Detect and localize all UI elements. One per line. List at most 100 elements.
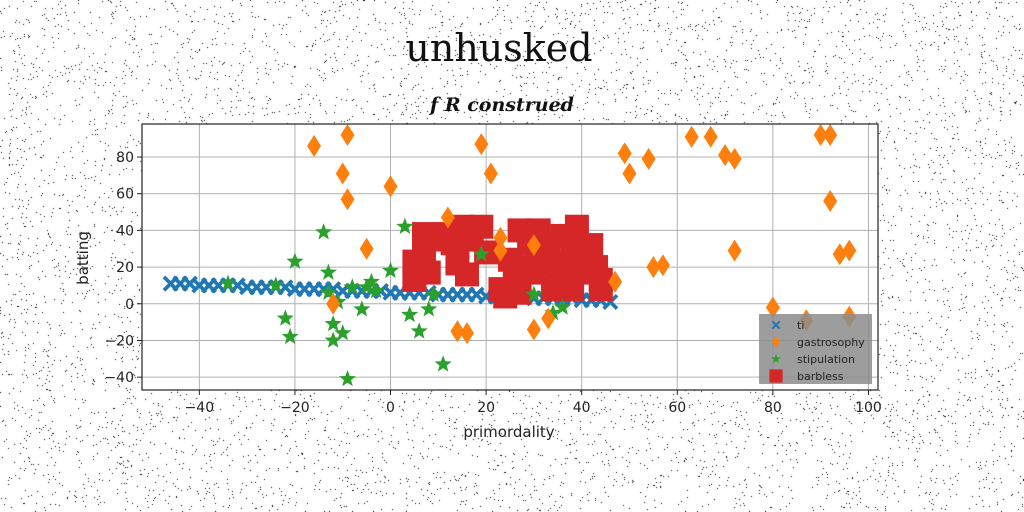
gastrosophy-point <box>340 124 355 147</box>
gastrosophy-point <box>383 175 398 198</box>
stipulation-point <box>544 303 562 321</box>
gastrosophy-point <box>646 256 661 279</box>
stipulation-point <box>554 298 572 315</box>
gastrosophy-point <box>813 124 828 147</box>
gastrosophy-point <box>526 234 541 257</box>
stipulation-point <box>324 314 342 332</box>
stipulation-point <box>358 278 376 295</box>
barbless-point <box>579 233 604 258</box>
x-tick-label: 20 <box>477 400 495 416</box>
gastrosophy-point <box>340 188 355 211</box>
gastrosophy-point <box>718 144 733 167</box>
barbless-point <box>416 260 441 285</box>
gastrosophy-point <box>727 147 742 170</box>
barbless-point <box>588 267 613 292</box>
gastrosophy-point <box>326 292 341 315</box>
x-tick-label: 80 <box>764 400 782 416</box>
gastrosophy-point <box>440 206 455 229</box>
gastrosophy-point <box>459 322 474 345</box>
gastrosophy-point <box>450 320 465 343</box>
gastrosophy-point <box>703 125 718 148</box>
gastrosophy-point <box>335 162 350 185</box>
y-axis-label: batting <box>74 231 92 285</box>
gastrosophy-point <box>823 190 838 213</box>
stipulation-point <box>353 300 371 317</box>
gastrosophy-point <box>684 125 699 148</box>
gastrosophy-point <box>307 135 322 158</box>
series-barbless <box>402 214 613 309</box>
gastrosophy-point <box>617 142 632 165</box>
series-stipulation <box>219 217 572 387</box>
gastrosophy-point <box>823 124 838 147</box>
stipulation-point <box>343 278 361 295</box>
gastrosophy-point <box>842 239 857 262</box>
chart-subtitle: f R construed <box>428 94 574 116</box>
x-tick-label: 40 <box>573 400 591 416</box>
x-tick-label: −20 <box>280 400 310 416</box>
stipulation-point <box>286 252 304 269</box>
gastrosophy-point <box>765 296 780 319</box>
x-tick-label: 60 <box>668 400 686 416</box>
y-tick-label: 80 <box>116 150 134 166</box>
stipulation-point <box>281 327 299 345</box>
gastrosophy-point <box>608 270 623 293</box>
legend-marker-gastrosophy <box>772 335 780 349</box>
plot-frame <box>141 123 879 391</box>
legend-label-ti: ti <box>797 319 804 332</box>
stipulation-point <box>410 322 428 339</box>
stipulation-point <box>367 281 385 299</box>
y-tick-label: 40 <box>116 223 134 239</box>
y-tick-label: −40 <box>104 370 134 386</box>
chart-title: unhusked <box>405 26 592 70</box>
data-points <box>162 124 857 387</box>
gastrosophy-point <box>493 226 508 249</box>
barbless-point <box>454 262 479 287</box>
legend-marker-barbless <box>769 369 783 383</box>
gastrosophy-point <box>641 147 656 170</box>
x-tick-label: −40 <box>185 400 215 416</box>
stipulation-point <box>319 263 337 280</box>
y-tick-label: 20 <box>116 260 134 276</box>
series-gastrosophy <box>307 124 857 345</box>
x-tick-label: 0 <box>386 400 395 416</box>
stipulation-point <box>324 331 342 348</box>
stipulation-point <box>362 272 380 290</box>
stipulation-point <box>334 324 352 341</box>
y-tick-label: 60 <box>116 187 134 203</box>
gastrosophy-point <box>832 243 847 266</box>
stipulation-point <box>315 223 333 240</box>
y-tick-label: −20 <box>104 333 134 349</box>
stipulation-point <box>472 245 490 262</box>
legend: ti gastrosophy stipulation barbless <box>759 314 872 384</box>
gastrosophy-point <box>359 237 374 260</box>
stipulation-point <box>319 283 337 301</box>
stipulation-point <box>338 369 357 387</box>
stipulation-point <box>381 261 400 279</box>
stipulation-point <box>276 309 294 326</box>
gastrosophy-point <box>526 318 541 341</box>
stipulation-point <box>525 285 543 302</box>
stipulation-point <box>267 276 285 293</box>
gastrosophy-point <box>622 162 637 185</box>
stipulation-point <box>401 305 419 323</box>
legend-label-barbless: barbless <box>797 370 844 383</box>
barbless-point <box>469 214 494 239</box>
legend-marker-ti <box>771 320 781 330</box>
stipulation-point <box>424 285 443 302</box>
stipulation-point <box>420 300 438 317</box>
stipulation-point <box>434 355 452 372</box>
stipulation-point <box>219 274 237 291</box>
x-axis-label: primordality <box>463 423 554 441</box>
gastrosophy-point <box>493 239 508 262</box>
gastrosophy-point <box>727 239 742 262</box>
gastrosophy-point <box>541 307 556 330</box>
legend-marker-stipulation <box>771 354 781 363</box>
axis-ticks: −40 −20 0 20 40 60 80 100 −40 −20 0 20 40 60 80 <box>104 150 881 416</box>
gastrosophy-point <box>483 162 498 185</box>
y-tick-label: 0 <box>125 297 134 313</box>
gastrosophy-point <box>474 133 489 156</box>
gastrosophy-point <box>655 254 670 277</box>
x-tick-label: 100 <box>855 400 882 416</box>
stipulation-point <box>396 217 414 235</box>
